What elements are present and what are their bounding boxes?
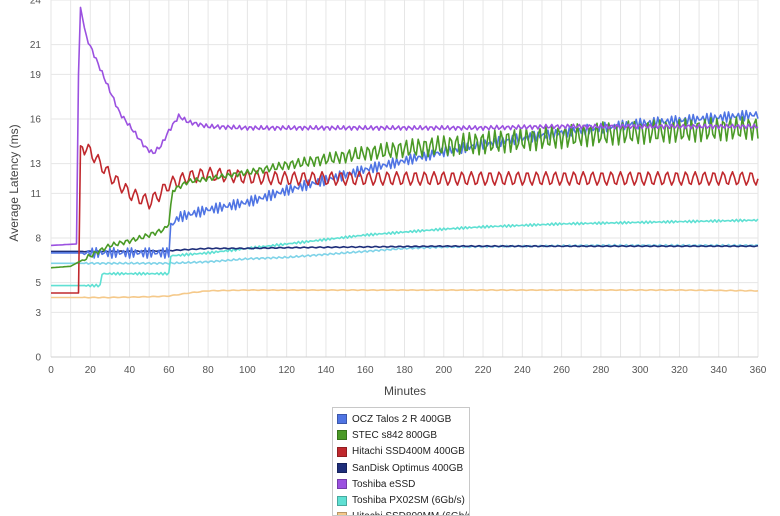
series-lines bbox=[50, 6, 759, 299]
series-line-0 bbox=[51, 109, 759, 259]
x-tick-label: 20 bbox=[85, 365, 97, 376]
x-tick-label: 340 bbox=[710, 365, 727, 376]
x-tick-label: 240 bbox=[514, 365, 531, 376]
x-tick-label: 320 bbox=[671, 365, 688, 376]
legend-swatch bbox=[337, 446, 347, 457]
y-tick-label: 21 bbox=[30, 40, 42, 51]
legend-label: Hitachi SSD400M 400GB bbox=[352, 446, 465, 458]
y-tick-label: 3 bbox=[35, 308, 41, 319]
legend-swatch bbox=[337, 511, 347, 515]
legend-label: Toshiba eSSD bbox=[352, 478, 416, 490]
y-tick-label: 0 bbox=[35, 353, 41, 364]
legend-item[interactable]: STEC s842 800GB bbox=[337, 427, 469, 443]
series-line-5 bbox=[51, 218, 759, 288]
x-tick-label: 120 bbox=[278, 365, 295, 376]
x-tick-label: 0 bbox=[48, 365, 54, 376]
latency-chart: 0 20 40 60 80 100 120 140 160 180 200 220 240 260 280 3… bbox=[7, 0, 767, 398]
y-tick-label: 16 bbox=[30, 115, 42, 126]
x-tick-label: 140 bbox=[318, 365, 335, 376]
legend-label: Toshiba PX02SM (6Gb/s) bbox=[352, 495, 465, 507]
x-tick-label: 260 bbox=[553, 365, 570, 376]
series-line-1 bbox=[50, 116, 759, 269]
x-tick-label: 100 bbox=[239, 365, 256, 376]
grid bbox=[50, 0, 759, 358]
tick-labels: 0 20 40 60 80 100 120 140 160 180 200 220 240 260 280 3… bbox=[30, 0, 767, 376]
chart-legend: OCZ Talos 2 R 400GB STEC s842 800GB Hitach… bbox=[332, 407, 470, 516]
y-tick-label: 8 bbox=[35, 234, 41, 245]
legend-item[interactable]: Toshiba PX02SM (6Gb/s) bbox=[337, 492, 469, 508]
legend-swatch bbox=[337, 479, 347, 490]
y-tick-label: 5 bbox=[35, 278, 41, 289]
x-tick-label: 40 bbox=[124, 365, 136, 376]
x-tick-label: 360 bbox=[750, 365, 767, 376]
legend-label: SanDisk Optimus 400GB bbox=[352, 462, 464, 474]
legend-swatch bbox=[337, 463, 347, 474]
legend-label: Hitachi SSD800MM (6Gb/s) bbox=[352, 511, 469, 515]
x-tick-label: 160 bbox=[357, 365, 374, 376]
legend-item[interactable]: Hitachi SSD800MM (6Gb/s) bbox=[337, 509, 469, 515]
series-line-2 bbox=[51, 143, 759, 294]
legend-item[interactable]: OCZ Talos 2 R 400GB bbox=[337, 411, 469, 427]
x-axis-label: Minutes bbox=[384, 384, 426, 398]
y-tick-label: 11 bbox=[31, 189, 42, 200]
y-axis-label: Average Latency (ms) bbox=[7, 124, 21, 241]
y-tick-label: 19 bbox=[30, 70, 42, 81]
legend-item[interactable]: Hitachi SSD400M 400GB bbox=[337, 444, 469, 460]
legend-label: STEC s842 800GB bbox=[352, 429, 438, 441]
x-tick-label: 300 bbox=[632, 365, 649, 376]
y-tick-label: 13 bbox=[30, 159, 42, 170]
x-tick-label: 80 bbox=[203, 365, 215, 376]
series-line-6 bbox=[51, 289, 759, 299]
legend-swatch bbox=[337, 430, 347, 441]
legend-swatch bbox=[337, 495, 347, 506]
legend-item[interactable]: Toshiba eSSD bbox=[337, 476, 469, 492]
x-tick-label: 220 bbox=[475, 365, 492, 376]
x-tick-label: 60 bbox=[163, 365, 175, 376]
x-tick-label: 180 bbox=[396, 365, 413, 376]
legend-swatch bbox=[337, 414, 347, 425]
series-line-4 bbox=[50, 6, 759, 247]
legend-label: OCZ Talos 2 R 400GB bbox=[352, 413, 452, 425]
legend-item[interactable]: SanDisk Optimus 400GB bbox=[337, 460, 469, 476]
y-tick-label: 24 bbox=[30, 0, 42, 7]
x-tick-label: 280 bbox=[593, 365, 610, 376]
x-tick-label: 200 bbox=[435, 365, 452, 376]
